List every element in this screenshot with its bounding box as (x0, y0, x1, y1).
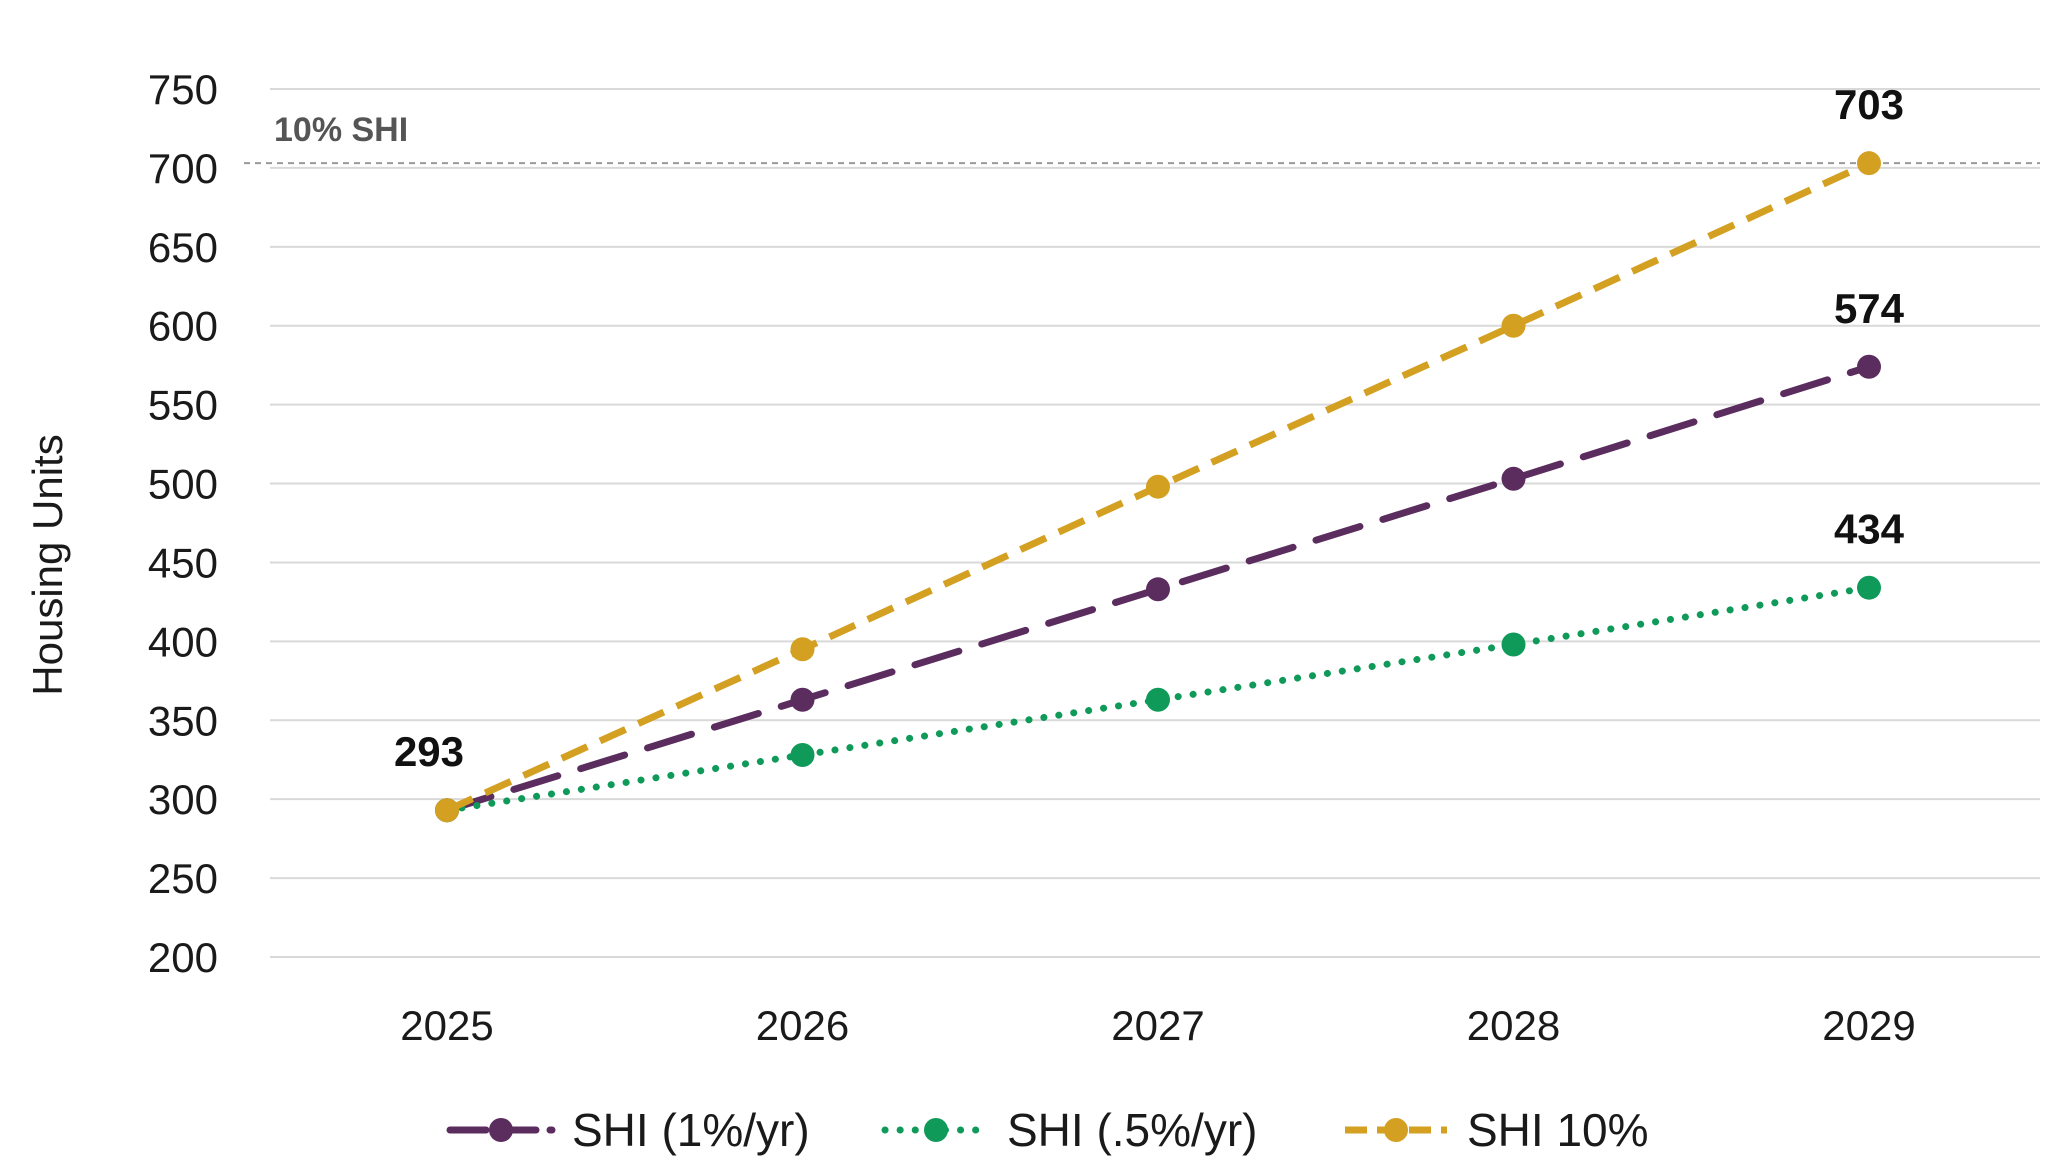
x-tick-label: 2028 (1467, 1002, 1560, 1049)
data-label: 574 (1834, 285, 1905, 332)
y-tick-label: 200 (148, 934, 218, 981)
legend-swatch-marker (489, 1118, 513, 1142)
y-tick-label: 250 (148, 855, 218, 902)
data-point (435, 798, 459, 823)
series-line (443, 584, 1873, 814)
x-tick-label: 2026 (756, 1002, 849, 1049)
series-shi-1-yr (435, 354, 1881, 823)
data-point (1501, 632, 1526, 657)
x-tick-label: 2027 (1111, 1002, 1204, 1049)
y-tick-label: 300 (148, 776, 218, 823)
y-tick-label: 750 (148, 66, 218, 113)
data-point (790, 687, 815, 712)
y-tick-label: 400 (148, 618, 218, 665)
legend-label: SHI (1%/yr) (572, 1104, 810, 1156)
reference-line-label: 10% SHI (274, 111, 408, 149)
legend-label: SHI 10% (1467, 1104, 1649, 1156)
y-axis-ticks: 200 250 300 350 400 450 500 550 600 650 700 750 (148, 66, 218, 981)
legend-item-shi-10: SHI 10% (1345, 1104, 1649, 1156)
x-tick-label: 2029 (1822, 1002, 1915, 1049)
data-label: 293 (394, 728, 464, 775)
legend-swatch-marker (1384, 1118, 1408, 1142)
y-tick-label: 700 (148, 145, 218, 192)
data-point (1146, 687, 1170, 712)
y-tick-label: 350 (148, 697, 218, 744)
data-labels: 293 703 574 434 (394, 81, 1905, 775)
data-point (1501, 313, 1526, 338)
data-point (1857, 151, 1881, 176)
data-point (1857, 354, 1881, 379)
data-point (790, 637, 815, 662)
x-tick-label: 2025 (400, 1002, 493, 1049)
data-point (1501, 466, 1526, 491)
y-tick-label: 650 (148, 224, 218, 271)
reference-line-group: 10% SHI (244, 111, 2040, 165)
gridlines (270, 88, 2040, 958)
series-shi-10 (435, 151, 1881, 823)
y-tick-label: 500 (148, 461, 218, 508)
data-point (1146, 577, 1170, 602)
legend-item-shi-5-yr: SHI (.5%/yr) (881, 1104, 1257, 1156)
x-axis-ticks: 2025 2026 2027 2028 2029 (400, 1002, 1915, 1049)
y-axis-label: Housing Units (24, 434, 71, 695)
series-lines (435, 151, 1881, 823)
data-point (790, 742, 815, 767)
legend: SHI (1%/yr) SHI (.5%/yr) SHI 10% (446, 1104, 1649, 1156)
legend-swatch-marker (924, 1118, 948, 1142)
data-label: 703 (1834, 81, 1904, 128)
y-tick-label: 450 (148, 539, 218, 586)
y-tick-label: 550 (148, 382, 218, 429)
data-point (1857, 575, 1881, 600)
data-point (1146, 474, 1170, 499)
data-label: 434 (1834, 506, 1905, 553)
legend-item-shi-1-yr: SHI (1%/yr) (446, 1104, 810, 1156)
legend-label: SHI (.5%/yr) (1007, 1104, 1257, 1156)
series-shi-5-yr (435, 575, 1881, 823)
y-tick-label: 600 (148, 303, 218, 350)
